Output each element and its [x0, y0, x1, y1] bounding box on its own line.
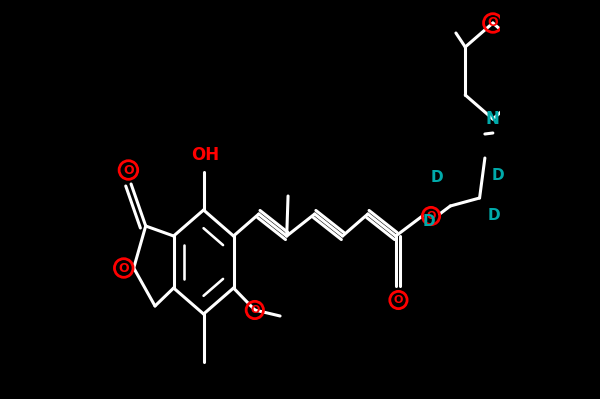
Text: OH: OH [191, 146, 219, 164]
Text: O: O [427, 211, 436, 221]
Text: N: N [486, 110, 500, 128]
Text: O: O [394, 295, 403, 305]
Text: O: O [250, 305, 259, 315]
Text: O: O [488, 16, 498, 30]
Text: D: D [492, 168, 505, 184]
Text: O: O [123, 164, 134, 176]
Text: D: D [488, 209, 500, 223]
Text: D: D [423, 215, 436, 229]
Text: D: D [431, 170, 443, 186]
Text: O: O [118, 261, 129, 275]
